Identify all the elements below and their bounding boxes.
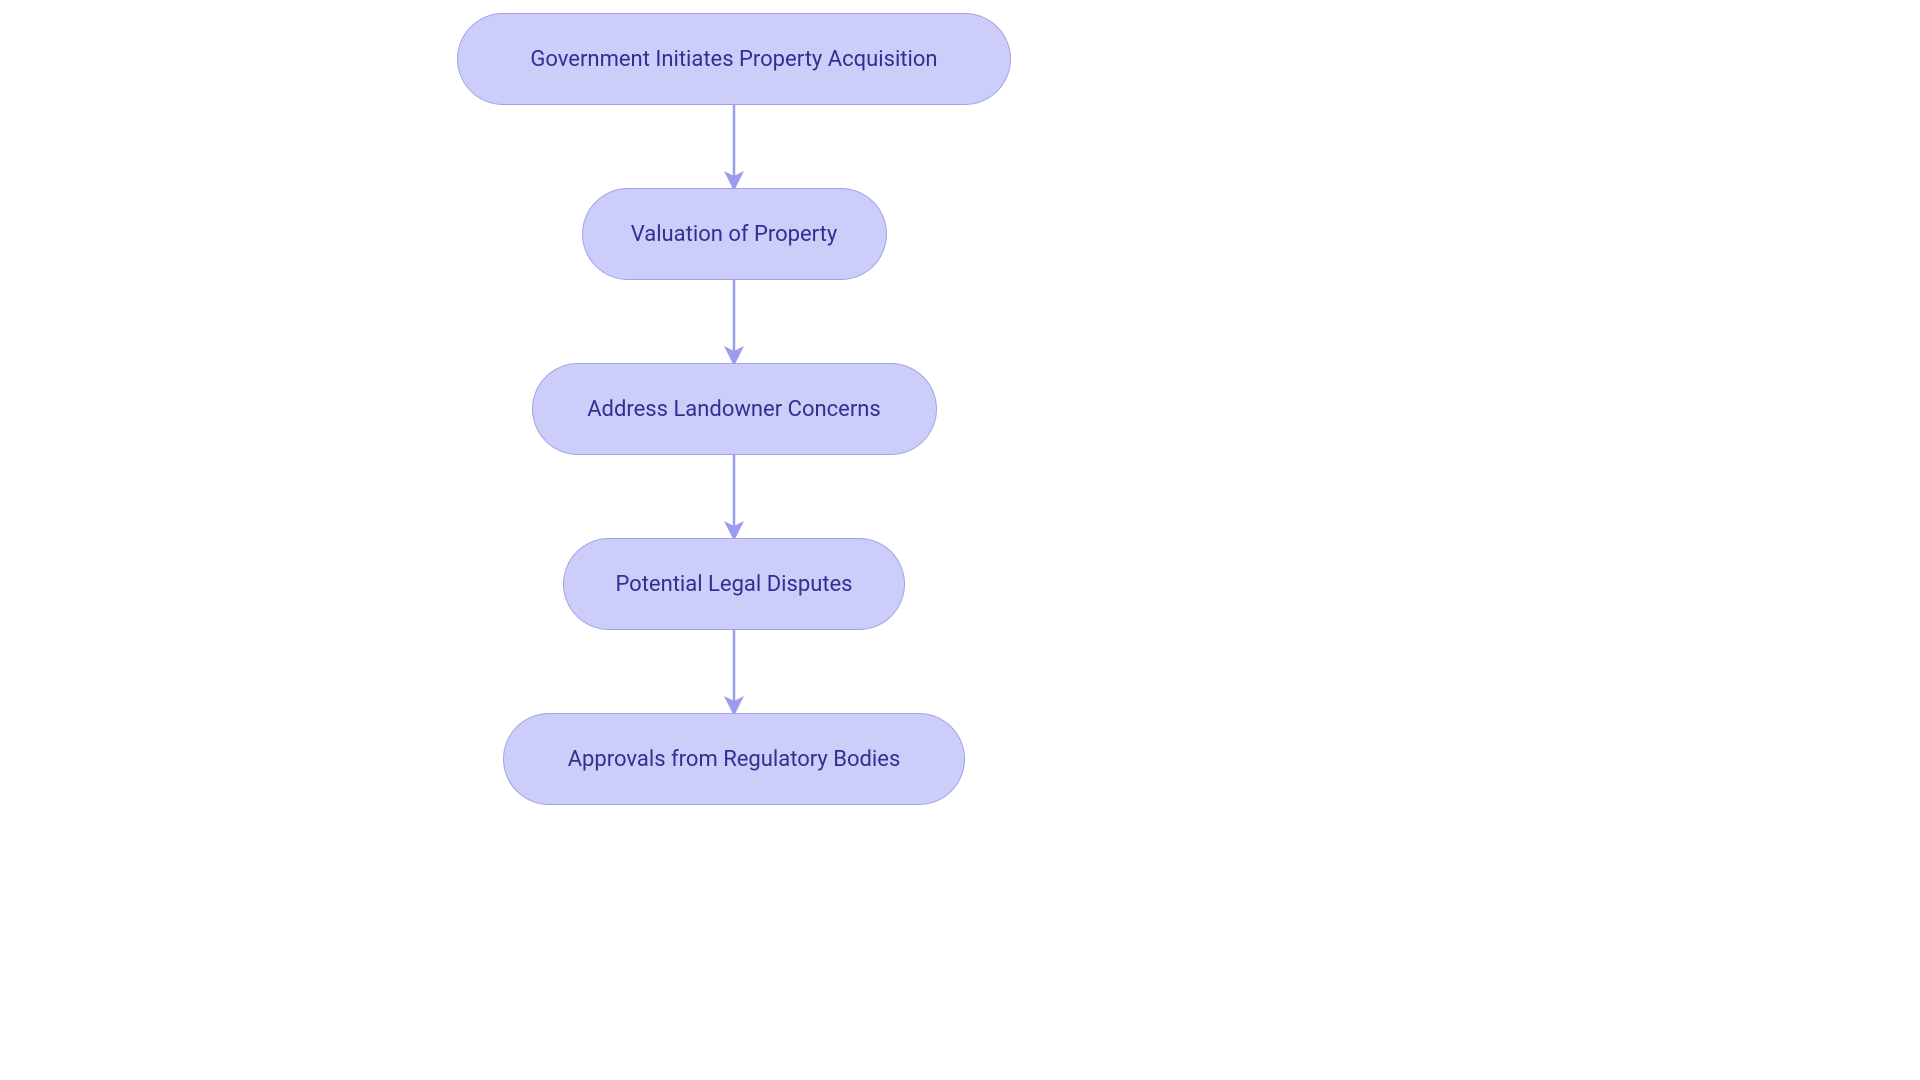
flowchart-node-label: Address Landowner Concerns bbox=[587, 397, 881, 422]
flowchart-node-label: Approvals from Regulatory Bodies bbox=[568, 747, 901, 772]
flowchart-edges bbox=[0, 0, 1920, 1080]
flowchart-node: Address Landowner Concerns bbox=[532, 363, 937, 455]
flowchart-canvas: Government Initiates Property Acquisitio… bbox=[0, 0, 1920, 1080]
flowchart-node: Government Initiates Property Acquisitio… bbox=[457, 13, 1011, 105]
flowchart-node: Approvals from Regulatory Bodies bbox=[503, 713, 965, 805]
flowchart-node-label: Valuation of Property bbox=[631, 222, 838, 247]
flowchart-node: Valuation of Property bbox=[582, 188, 887, 280]
flowchart-node-label: Government Initiates Property Acquisitio… bbox=[530, 47, 937, 72]
flowchart-node: Potential Legal Disputes bbox=[563, 538, 905, 630]
flowchart-node-label: Potential Legal Disputes bbox=[615, 572, 852, 597]
